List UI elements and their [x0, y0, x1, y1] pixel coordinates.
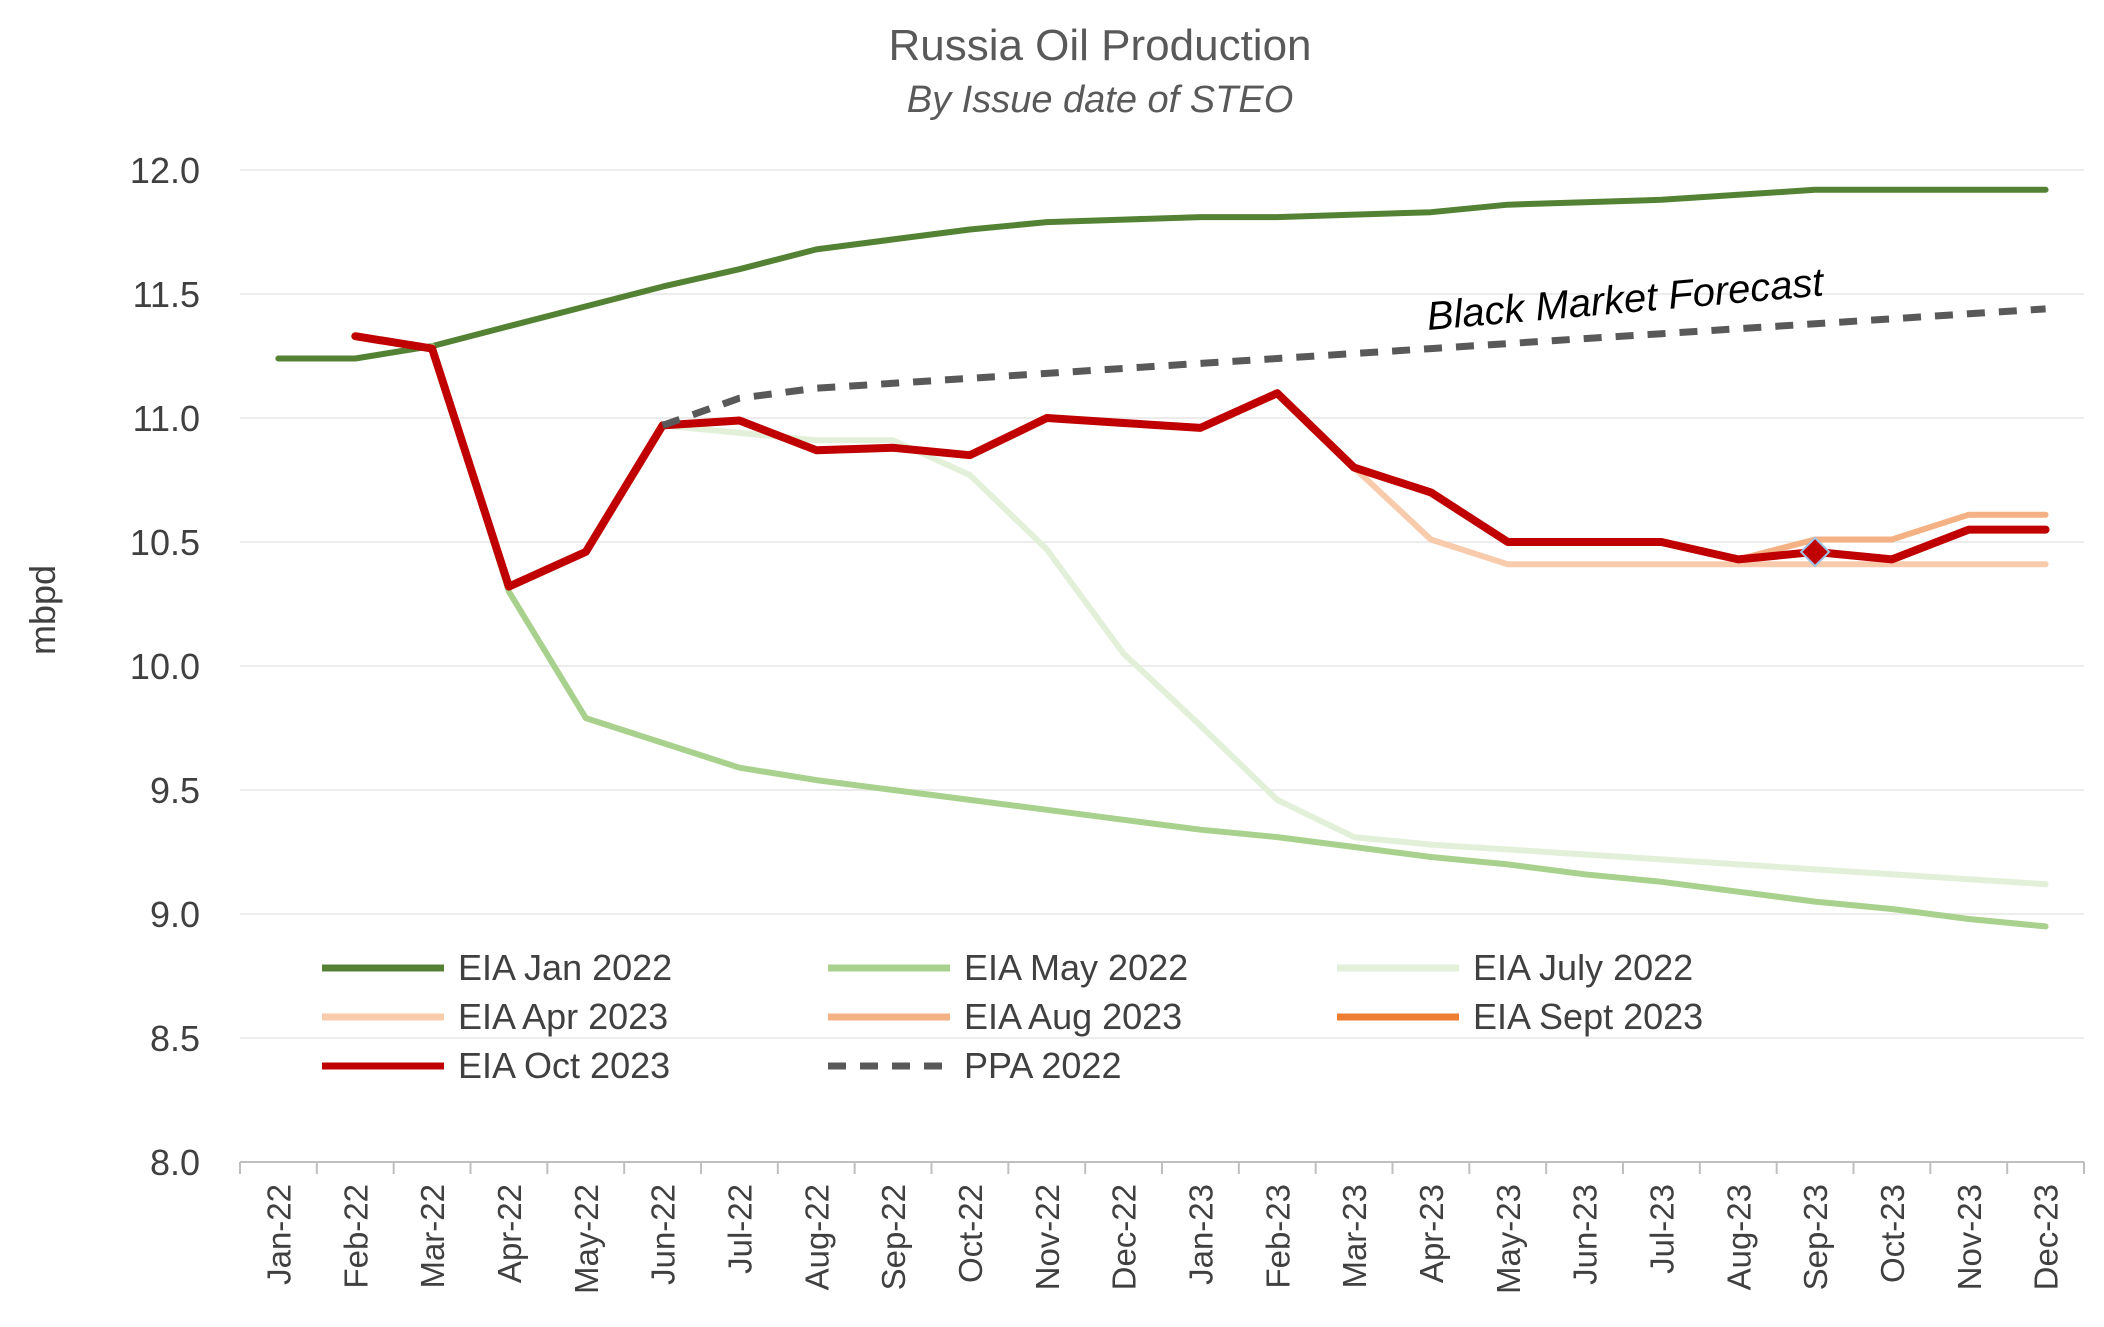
data-marker: [1799, 536, 1831, 568]
series-line-eia-apr-2023: [1274, 390, 2049, 568]
legend-label: EIA Jan 2022: [458, 947, 672, 988]
y-tick-label: 9.5: [150, 770, 200, 811]
y-tick-label: 8.0: [150, 1142, 200, 1183]
x-tick-label: Dec-23: [2028, 1184, 2065, 1290]
legend-label: EIA Aug 2023: [964, 996, 1182, 1037]
legend-label: EIA May 2022: [964, 947, 1188, 988]
legend-label: EIA Apr 2023: [458, 996, 668, 1037]
x-tick-label: May-23: [1490, 1184, 1527, 1294]
legend-label: EIA Oct 2023: [458, 1045, 670, 1086]
legend: EIA Jan 2022 EIA May 2022 EIA July 2022 EIA…: [322, 947, 1703, 1086]
x-tick-label: Aug-23: [1720, 1184, 1757, 1290]
series-line-eia-july-2022: [659, 422, 2049, 888]
x-tick-label: Oct-22: [952, 1184, 989, 1283]
x-tick-label: Sep-22: [875, 1184, 912, 1290]
x-tick-label: Jul-23: [1643, 1184, 1680, 1274]
y-tick-label: 12.0: [130, 150, 200, 191]
series-line-eia-aug-2023: [1735, 511, 2049, 563]
x-tick-label: Feb-22: [337, 1184, 374, 1289]
y-tick-label: 8.5: [150, 1018, 200, 1059]
x-tick-label: Feb-23: [1259, 1184, 1296, 1289]
x-tick-label: Jul-22: [721, 1184, 758, 1274]
series-lines: [275, 186, 2050, 930]
series-line-eia-may-2022: [429, 343, 2049, 930]
series-line-ppa-2022: [661, 305, 2046, 429]
legend-label: PPA 2022: [964, 1045, 1121, 1086]
x-tick-label: Dec-22: [1106, 1184, 1143, 1290]
x-tick-label: Jun-22: [645, 1184, 682, 1285]
series-line-eia-oct-2023: [351, 332, 2050, 591]
x-tick-label: Nov-22: [1029, 1184, 1066, 1290]
legend-label: EIA Sept 2023: [1473, 996, 1703, 1037]
black-market-annotation: Black Market Forecast: [1425, 260, 1827, 339]
series-line-eia-jan-2022: [275, 186, 2049, 362]
y-axis-label: mbpd: [22, 565, 63, 655]
x-tick-label: Sep-23: [1797, 1184, 1834, 1290]
x-tick-label: Apr-22: [491, 1184, 528, 1283]
x-axis: Jan-22 Feb-22 Mar-22 Apr-22 May-22 Jun-22 Jul-…: [239, 1161, 2085, 1294]
x-tick-label: Mar-22: [414, 1184, 451, 1289]
y-tick-label: 11.0: [133, 398, 200, 439]
y-tick-label: 11.5: [133, 274, 200, 315]
x-tick-label: Mar-23: [1336, 1184, 1373, 1289]
x-tick-label: Apr-23: [1413, 1184, 1450, 1283]
chart-subtitle: By Issue date of STEO: [907, 79, 1294, 121]
y-tick-label: 10.0: [130, 646, 200, 687]
x-tick-label: Jan-22: [260, 1184, 297, 1285]
y-tick-label: 9.0: [150, 894, 200, 935]
gridlines: [240, 169, 2084, 1039]
y-tick-label: 10.5: [130, 522, 200, 563]
chart-title: Russia Oil Production: [888, 21, 1311, 70]
y-axis: 8.0 8.5 9.0 9.5 10.0 10.5 11.0 11.5 12.0: [130, 150, 200, 1183]
x-tick-label: Oct-23: [1874, 1184, 1911, 1283]
x-tick-label: May-22: [568, 1184, 605, 1294]
x-tick-label: Jun-23: [1567, 1184, 1604, 1285]
x-tick-label: Jan-23: [1182, 1184, 1219, 1285]
legend-label: EIA July 2022: [1473, 947, 1693, 988]
sep-23-marker: [1799, 536, 1831, 568]
x-tick-label: Nov-23: [1951, 1184, 1988, 1290]
x-tick-label: Aug-22: [798, 1184, 835, 1290]
